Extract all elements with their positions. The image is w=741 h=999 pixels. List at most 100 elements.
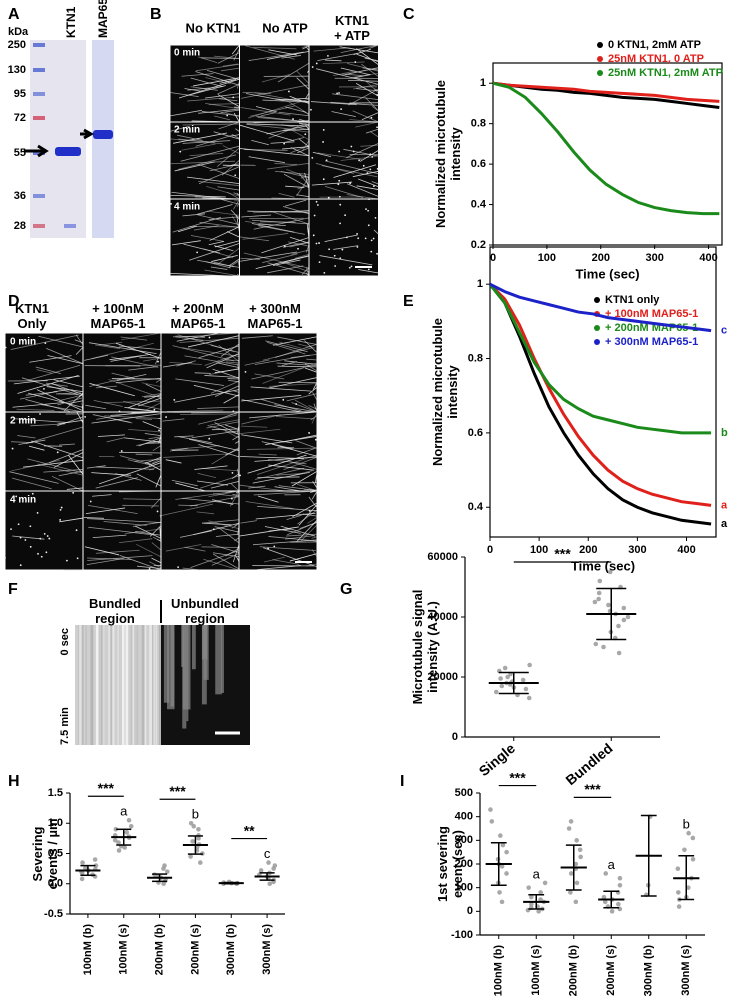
speckle (231, 472, 234, 474)
filament (187, 335, 240, 348)
data-point (577, 847, 583, 853)
filament (225, 112, 240, 118)
filament (257, 225, 305, 235)
filament (289, 461, 318, 470)
filament (260, 398, 302, 412)
filament (136, 473, 162, 487)
filament (206, 69, 240, 80)
kymo-streak (150, 625, 152, 745)
speckle (372, 237, 375, 240)
column-header: KTN1 Only (15, 301, 49, 331)
filament (220, 343, 240, 357)
filament (181, 73, 214, 77)
speckle (376, 126, 378, 129)
filament (226, 231, 240, 238)
series-line (488, 283, 712, 507)
filament (145, 402, 162, 411)
filament (240, 456, 304, 459)
speckle (313, 214, 316, 217)
filament (240, 84, 309, 99)
legend-label: 25nM KTN1, 0 ATP (608, 53, 704, 65)
filament (210, 344, 240, 353)
category-label: 200nM (s) (605, 945, 617, 996)
filament (141, 382, 162, 388)
gel-marker-label: 55 (14, 147, 26, 159)
filament (232, 134, 240, 137)
end-label: c (721, 325, 727, 337)
filament (238, 428, 281, 435)
filament (257, 495, 279, 503)
filament (47, 355, 84, 365)
filament (152, 536, 162, 542)
filament (206, 353, 240, 369)
kymo-streak (153, 625, 155, 745)
time-label: 4 min (174, 202, 200, 213)
filament (241, 335, 273, 339)
filament (148, 436, 162, 440)
speckle (364, 237, 367, 240)
filament (191, 430, 240, 439)
filament (240, 107, 291, 116)
kymo-streak (201, 625, 207, 705)
filament (141, 393, 162, 398)
lane-label: MAP65-1 (96, 0, 110, 38)
filament (130, 408, 162, 413)
filament (25, 398, 70, 412)
filament (270, 141, 295, 144)
speckle (311, 66, 314, 68)
filament (145, 383, 162, 392)
filament (319, 255, 373, 266)
micrograph (160, 332, 240, 413)
filament (165, 544, 202, 552)
filament (284, 199, 307, 207)
filament (306, 358, 318, 361)
filament (211, 447, 240, 465)
filament (182, 140, 231, 144)
data-point (609, 909, 615, 914)
category-label: 300nM (b) (643, 945, 655, 997)
filament (209, 368, 240, 375)
filament (244, 220, 272, 226)
speckle (370, 250, 373, 253)
filament (262, 347, 312, 361)
filament (122, 504, 159, 507)
series-line (489, 282, 712, 333)
filament (224, 430, 240, 439)
filament (155, 474, 162, 488)
filament (99, 341, 123, 346)
speckle (267, 547, 270, 550)
filament (184, 88, 203, 92)
filament (27, 458, 84, 474)
speckle (173, 399, 176, 401)
data-point (568, 890, 573, 895)
speckle (337, 183, 340, 186)
lane-label: KTN1 (64, 6, 78, 38)
filament (333, 70, 356, 77)
filament (193, 77, 240, 87)
y-tick-label: 0.6 (471, 158, 486, 170)
y-tick-label: 1 (477, 278, 483, 290)
speckle (325, 159, 328, 162)
filament (198, 164, 240, 180)
data-point (538, 890, 543, 895)
filament (169, 109, 202, 117)
speckle (339, 222, 341, 225)
speckle (44, 342, 47, 345)
data-point (686, 830, 691, 836)
group-letter: a (120, 804, 128, 819)
data-point (113, 827, 119, 832)
filament (134, 525, 162, 539)
filament (347, 183, 379, 197)
filament (197, 472, 217, 479)
filament (136, 543, 162, 558)
filament (17, 435, 36, 439)
filament (233, 390, 240, 393)
protein-band (64, 224, 76, 228)
filament (184, 355, 239, 366)
kymo-streak (130, 625, 134, 745)
time-label: 7.5 min (59, 707, 71, 745)
filament (251, 367, 305, 380)
x-tick-label: 300 (628, 544, 646, 556)
filament (193, 384, 240, 397)
end-label: a (721, 499, 728, 511)
